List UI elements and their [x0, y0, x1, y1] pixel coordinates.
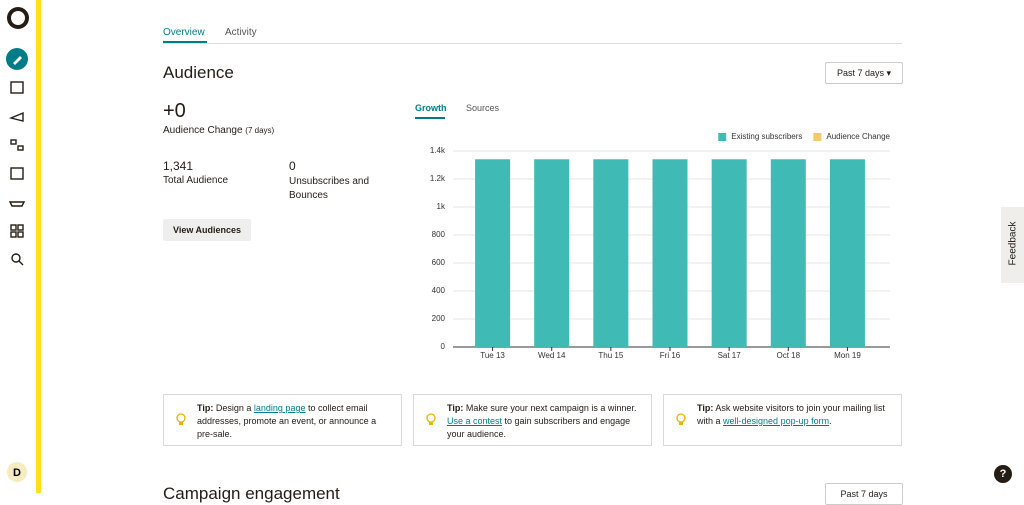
sidebar-icons: D [6, 7, 29, 482]
tip-text: Tip: Make sure your next campaign is a w… [447, 402, 643, 441]
tab-rule [163, 43, 902, 44]
chart: 0 200 400 600 800 1k 1.2k 1.4k Tue 13 Wed 14 Thu 1… [430, 132, 891, 360]
unsub-value: 0 [289, 159, 296, 173]
y-tick-label: 600 [432, 258, 446, 267]
chart-tab[interactable]: Growth [415, 103, 447, 113]
y-tick-label: 1.4k [430, 146, 446, 155]
legend-swatch [813, 133, 822, 141]
legend-swatch [718, 133, 727, 141]
y-tick-label: 800 [432, 230, 446, 239]
tip-lead: Tip: [447, 403, 464, 413]
tip-before: Make sure your next campaign is a winner… [465, 403, 637, 413]
tab[interactable]: Overview [163, 27, 205, 38]
bar [475, 159, 511, 347]
range-button[interactable]: Past 7 days [825, 483, 903, 505]
tip-after: to collect email addresses, promote an e… [197, 403, 377, 439]
y-tick-label: 200 [432, 314, 446, 323]
y-tick-label: 0 [441, 342, 446, 351]
change-value: +0 [163, 100, 186, 122]
bar [829, 159, 865, 347]
x-tick-label: Thu 15 [598, 351, 623, 360]
chart-tab[interactable]: Sources [466, 103, 500, 113]
feedback-tab[interactable]: Feedback [1001, 207, 1024, 283]
tip-lead: Tip: [197, 403, 214, 413]
chart-tab-underline [415, 117, 445, 119]
tip-lead: Tip: [697, 403, 714, 413]
change-label: Audience Change (7 days) [163, 125, 274, 136]
tip-after: . [829, 416, 832, 426]
label: Audience Change [163, 125, 243, 136]
tip-card: Tip: Make sure your next campaign is a w… [413, 394, 652, 446]
unsub-label: Unsubscribes and Bounces [289, 176, 370, 201]
legend-label: Existing subscribers [731, 132, 802, 141]
tip-after: to gain subscribers and engage your audi… [447, 416, 631, 439]
help-button[interactable]: ? [994, 465, 1012, 483]
total-value: 1,341 [163, 159, 194, 173]
x-tick-label: Fri 16 [660, 351, 681, 360]
bar [652, 159, 688, 347]
x-tick-label: Tue 13 [480, 351, 505, 360]
feedback-label: Feedback [1007, 221, 1019, 266]
tip-link[interactable]: well-designed pop-up form [723, 416, 830, 426]
y-tick-label: 400 [432, 286, 446, 295]
total-label: Total Audience [163, 175, 229, 186]
tab-underline [163, 41, 207, 43]
page: D Overview Activity Audience Past 7 days… [6, 0, 1024, 505]
bulb-icon [176, 413, 186, 425]
x-tick-label: Sat 17 [718, 351, 742, 360]
tip-before: Ask website visitors to join your mailin… [697, 403, 885, 426]
y-tick-label: 1.2k [430, 174, 446, 183]
period: (7 days) [245, 126, 275, 135]
x-tick-label: Oct 18 [776, 351, 800, 360]
legend-label: Audience Change [826, 132, 890, 141]
bar [534, 159, 570, 347]
bar [711, 159, 747, 347]
view-audiences-button[interactable]: View Audiences [163, 219, 251, 241]
bulb-icon [426, 413, 436, 425]
tip-link[interactable]: Use a contest [447, 416, 503, 426]
tip-before: Design a [215, 403, 252, 413]
tip-text: Tip: Ask website visitors to join your m… [697, 402, 893, 428]
range-button[interactable]: Past 7 days ▾ [825, 62, 903, 84]
bulb-icon [676, 413, 686, 425]
bar [770, 159, 806, 347]
range-label: Past 7 days [836, 68, 884, 78]
bar [593, 159, 629, 347]
section-title: Audience [163, 63, 234, 82]
tip-link[interactable]: landing page [253, 403, 306, 413]
sidebar-stripe [36, 0, 41, 493]
tip-text: Tip: Design a landing page to collect em… [197, 402, 393, 441]
tab[interactable]: Activity [225, 27, 257, 38]
tip-card: Tip: Ask website visitors to join your m… [663, 394, 902, 446]
tip-card: Tip: Design a landing page to collect em… [163, 394, 402, 446]
section-title: Campaign engagement [163, 484, 340, 503]
x-tick-label: Mon 19 [834, 351, 861, 360]
avatar[interactable]: D [13, 467, 21, 479]
x-tick-label: Wed 14 [538, 351, 566, 360]
y-tick-label: 1k [437, 202, 446, 211]
